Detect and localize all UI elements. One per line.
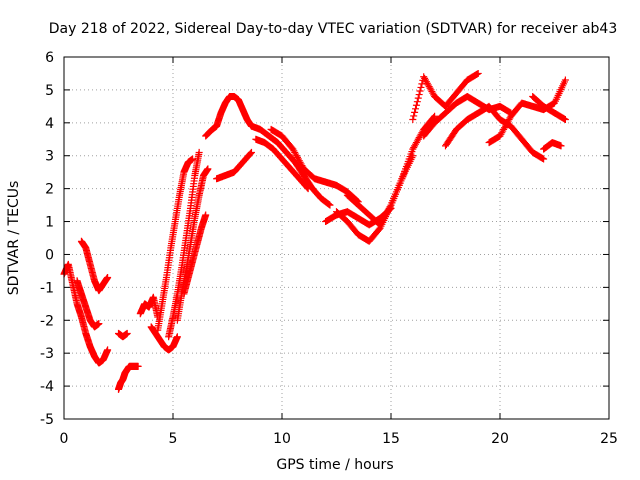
series-s13 <box>213 148 255 183</box>
series-s14 <box>247 122 334 209</box>
data-point <box>202 211 210 219</box>
data-point <box>416 87 424 95</box>
series-s20 <box>409 69 482 124</box>
data-point <box>413 98 421 106</box>
data-point <box>303 183 311 191</box>
y-tick-label: 1 <box>45 215 54 231</box>
data-point <box>431 112 439 120</box>
data-point <box>411 108 419 116</box>
x-axis-label: GPS time / hours <box>276 457 393 473</box>
data-point <box>95 320 103 328</box>
y-tick-label: -2 <box>40 313 54 329</box>
series-s22 <box>442 102 548 163</box>
x-tick-label: 10 <box>273 431 291 447</box>
data-point <box>561 116 569 124</box>
plot-frame <box>63 56 610 420</box>
y-tick-label: 2 <box>45 182 54 198</box>
data-point <box>204 165 212 173</box>
series-s11 <box>180 211 210 298</box>
data-point <box>304 185 312 193</box>
data-point <box>430 113 438 121</box>
data-point <box>123 329 131 337</box>
data-point <box>247 149 255 157</box>
data-point <box>104 346 112 354</box>
data-point <box>561 76 569 84</box>
series-s19 <box>343 112 439 229</box>
data-points <box>60 69 569 393</box>
x-tick-label: 20 <box>491 431 509 447</box>
data-point <box>134 362 142 370</box>
series-s8 <box>154 155 197 334</box>
series-s24 <box>529 92 569 124</box>
series-s4 <box>115 362 142 393</box>
y-tick-label: -4 <box>40 379 54 395</box>
data-point <box>246 150 254 158</box>
y-tick-label: -1 <box>40 280 54 296</box>
series-s5 <box>115 329 131 341</box>
x-tick-label: 0 <box>60 431 69 447</box>
y-tick-label: -5 <box>40 412 54 428</box>
y-tick-label: 0 <box>45 247 54 263</box>
series-s15 <box>252 135 312 193</box>
series-s9 <box>165 148 203 341</box>
data-point <box>173 333 181 341</box>
data-point <box>326 201 334 209</box>
data-point <box>386 203 394 211</box>
data-point <box>247 148 255 156</box>
y-tick-label: 3 <box>45 149 54 165</box>
data-point <box>414 94 422 102</box>
data-point <box>412 105 420 113</box>
series-s1 <box>60 260 112 367</box>
data-point <box>104 273 112 281</box>
x-tick-label: 15 <box>382 431 400 447</box>
data-point <box>412 101 420 109</box>
series-s2 <box>77 237 112 295</box>
series-s12 <box>202 92 255 140</box>
data-point <box>417 83 425 91</box>
data-point <box>189 155 197 163</box>
y-tick-label: 6 <box>45 50 54 66</box>
data-point <box>474 69 482 77</box>
y-tick-label: -3 <box>40 346 54 362</box>
data-point <box>195 148 203 156</box>
x-tick-label: 5 <box>169 431 178 447</box>
data-point <box>410 112 418 120</box>
grid-lines <box>64 57 609 419</box>
x-tick-label: 25 <box>600 431 618 447</box>
series-s25 <box>540 139 565 153</box>
y-axis-label: SDTVAR / TECUs <box>6 181 22 296</box>
series-s7 <box>147 323 181 354</box>
data-point <box>409 116 417 124</box>
data-point <box>303 184 311 192</box>
data-point <box>557 142 565 150</box>
y-tick-label: 5 <box>45 83 54 99</box>
y-tick-label: 4 <box>45 116 54 132</box>
series-s3 <box>73 277 103 331</box>
chart-title: Day 218 of 2022, Sidereal Day-to-day VTE… <box>49 21 618 37</box>
data-point <box>540 155 548 163</box>
data-point <box>415 91 423 99</box>
